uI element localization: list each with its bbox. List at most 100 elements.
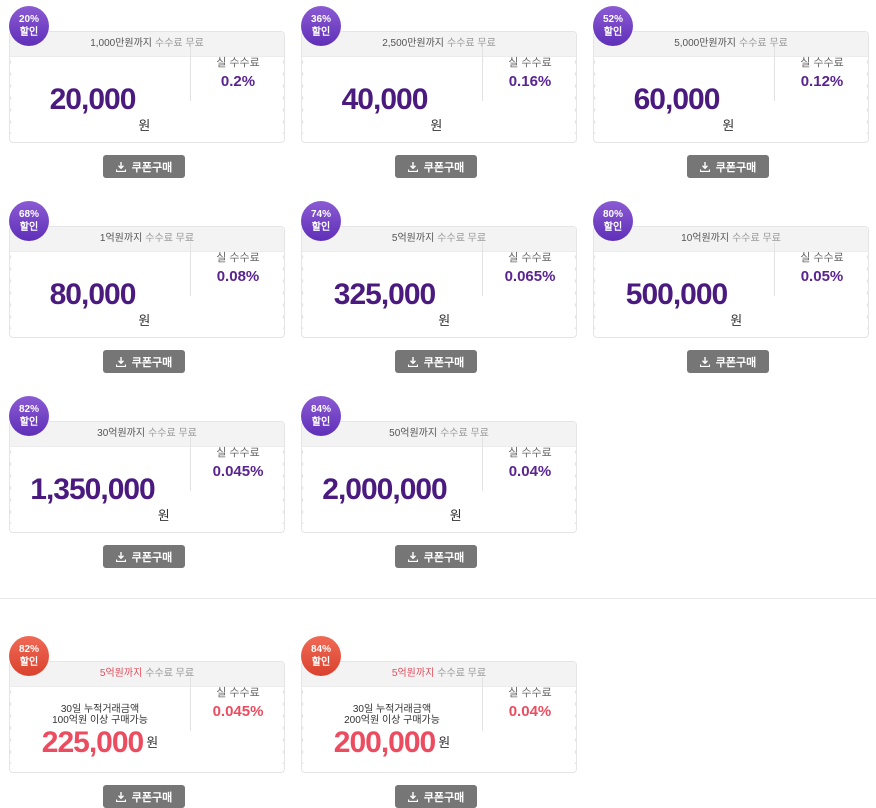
section-divider — [0, 598, 876, 599]
vertical-divider — [774, 47, 775, 101]
discount-badge: 74% 할인 — [301, 201, 341, 241]
effective-fee: 실 수수료 0.04% — [483, 684, 577, 720]
price-row: 200,000 원 — [334, 726, 450, 760]
discount-badge: 36% 할인 — [301, 6, 341, 46]
coupon-price: 225,000 — [41, 726, 144, 759]
discount-percent: 68% — [18, 209, 39, 220]
effective-fee-label: 실 수수료 — [800, 252, 844, 264]
limit-text: 1억원까지 — [99, 233, 143, 244]
discount-percent: 80% — [602, 209, 623, 220]
discount-badge: 82% 할인 — [9, 636, 49, 676]
buy-coupon-label: 쿠폰구매 — [423, 791, 465, 804]
buy-coupon-label: 쿠폰구매 — [131, 551, 173, 564]
coupon-body: 5,000만원까지 수수료 무료 60,000 원 — [593, 31, 869, 143]
coupon-header: 10억원까지 수수료 무료 — [594, 227, 868, 252]
free-fee-text: 수수료 무료 — [145, 668, 195, 679]
free-fee-text: 수수료 무료 — [437, 668, 487, 679]
download-icon — [115, 791, 126, 802]
won-unit: 원 — [157, 508, 170, 523]
effective-fee-rate: 0.16% — [508, 73, 552, 90]
price-area: 2,000,000 원 — [302, 447, 482, 533]
vertical-divider — [190, 242, 191, 296]
buy-coupon-button[interactable]: 쿠폰구매 — [103, 545, 185, 568]
price-area: 60,000 원 — [594, 57, 774, 143]
price-area: 30일 누적거래금액 100억원 이상 구매가능 225,000 원 — [10, 692, 190, 772]
coupon-body: 1,000만원까지 수수료 무료 20,000 원 — [9, 31, 285, 143]
effective-fee: 실 수수료 0.045% — [191, 684, 285, 720]
free-fee-text: 수수료 무료 — [148, 428, 197, 439]
price-area: 80,000 원 — [10, 252, 190, 338]
vertical-divider — [190, 437, 191, 491]
discount-badge: 52% 할인 — [593, 6, 633, 46]
buy-coupon-button[interactable]: 쿠폰구매 — [103, 785, 185, 808]
buy-coupon-label: 쿠폰구매 — [131, 161, 173, 174]
discount-badge: 82% 할인 — [9, 396, 49, 436]
buy-coupon-button[interactable]: 쿠폰구매 — [103, 350, 185, 373]
limit-text: 5,000만원까지 — [674, 38, 737, 49]
free-fee-text: 수수료 무료 — [447, 38, 496, 49]
vertical-divider — [482, 677, 483, 731]
effective-fee: 실 수수료 0.05% — [775, 249, 869, 285]
limit-text: 10억원까지 — [681, 233, 730, 244]
price-row: 225,000 원 — [42, 726, 158, 760]
download-icon — [115, 551, 126, 562]
limit-text: 5억원까지 — [391, 668, 435, 679]
buy-coupon-button[interactable]: 쿠폰구매 — [687, 155, 769, 178]
coupon-price: 200,000 — [333, 726, 436, 759]
condition-line-1: 30일 누적거래금액 — [352, 704, 432, 715]
download-icon — [407, 356, 418, 367]
effective-fee-rate: 0.12% — [800, 73, 844, 90]
vertical-divider — [190, 677, 191, 731]
coupon-body: 5억원까지 수수료 무료 30일 누적거래금액 100억원 이상 구매가능 225… — [9, 661, 285, 773]
effective-fee: 실 수수료 0.12% — [775, 54, 869, 90]
vertical-divider — [774, 242, 775, 296]
download-icon — [407, 551, 418, 562]
vertical-divider — [482, 47, 483, 101]
discount-word: 할인 — [19, 27, 39, 38]
coupon-price: 60,000 — [633, 83, 721, 116]
download-icon — [115, 161, 126, 172]
effective-fee: 실 수수료 0.2% — [191, 54, 285, 90]
coupon-body: 5억원까지 수수료 무료 30일 누적거래금액 200억원 이상 구매가능 200… — [301, 661, 577, 773]
effective-fee-rate: 0.04% — [508, 463, 552, 480]
discount-badge: 80% 할인 — [593, 201, 633, 241]
buy-coupon-label: 쿠폰구매 — [423, 161, 465, 174]
discount-percent: 20% — [18, 14, 39, 25]
coupon-header: 1,000만원까지 수수료 무료 — [10, 32, 284, 57]
coupon-header: 5,000만원까지 수수료 무료 — [594, 32, 868, 57]
limit-text: 1,000만원까지 — [90, 38, 153, 49]
buy-coupon-button[interactable]: 쿠폰구매 — [395, 350, 477, 373]
discount-word: 할인 — [603, 222, 623, 233]
effective-fee-label: 실 수수료 — [216, 687, 260, 699]
effective-fee: 실 수수료 0.16% — [483, 54, 577, 90]
buy-coupon-button[interactable]: 쿠폰구매 — [395, 155, 477, 178]
discount-percent: 82% — [18, 644, 39, 655]
buy-coupon-label: 쿠폰구매 — [715, 161, 757, 174]
coupon-body: 1억원까지 수수료 무료 80,000 원 — [9, 226, 285, 338]
effective-fee-label: 실 수수료 — [800, 57, 844, 69]
coupon-header: 30억원까지 수수료 무료 — [10, 422, 284, 447]
price-area: 40,000 원 — [302, 57, 482, 143]
buy-coupon-button[interactable]: 쿠폰구매 — [395, 785, 477, 808]
buy-coupon-button[interactable]: 쿠폰구매 — [395, 545, 477, 568]
effective-fee: 실 수수료 0.045% — [191, 444, 285, 480]
coupon-price: 1,350,000 — [30, 473, 155, 506]
limit-text: 2,500만원까지 — [382, 38, 445, 49]
buy-coupon-button[interactable]: 쿠폰구매 — [103, 155, 185, 178]
coupon-header: 5억원까지 수수료 무료 — [10, 662, 284, 687]
effective-fee-label: 실 수수료 — [216, 447, 260, 459]
coupon-price: 80,000 — [49, 278, 137, 311]
coupon-price: 325,000 — [333, 278, 436, 311]
price-area: 20,000 원 — [10, 57, 190, 143]
effective-fee-rate: 0.2% — [220, 73, 256, 90]
won-unit: 원 — [722, 118, 735, 133]
buy-coupon-button[interactable]: 쿠폰구매 — [687, 350, 769, 373]
free-fee-text: 수수료 무료 — [145, 233, 195, 244]
vertical-divider — [482, 242, 483, 296]
coupon-header: 5억원까지 수수료 무료 — [302, 227, 576, 252]
effective-fee-label: 실 수수료 — [508, 447, 552, 459]
effective-fee-rate: 0.045% — [212, 463, 264, 480]
discount-percent: 82% — [18, 404, 39, 415]
free-fee-text: 수수료 무료 — [739, 38, 788, 49]
discount-percent: 84% — [310, 404, 331, 415]
